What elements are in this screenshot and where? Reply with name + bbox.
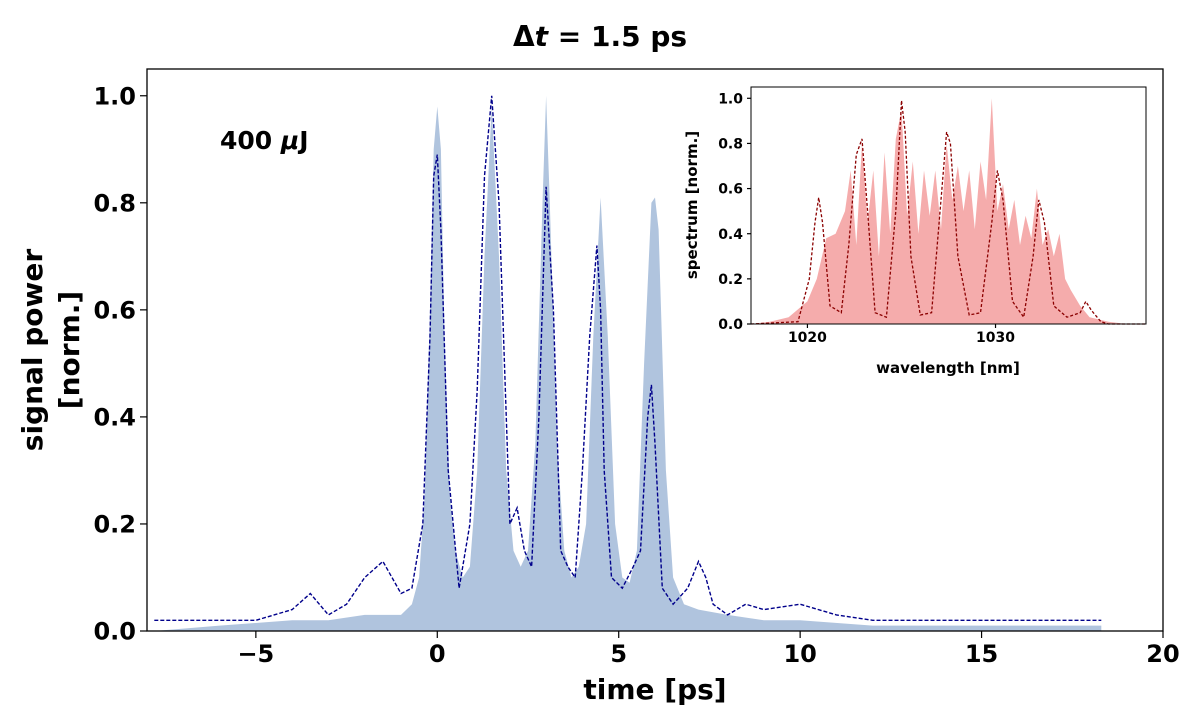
inset-filled-series [751, 98, 1146, 324]
main-y-tick-label: 0.4 [93, 404, 136, 432]
inset-y-tick-label: 0.4 [718, 227, 743, 243]
main-y-tick-label: 0.8 [93, 189, 136, 217]
inset-y-tick-label: 0.8 [718, 136, 743, 152]
main-x-tick-label: 20 [1146, 640, 1179, 668]
main-y-label-line1: signal power [16, 249, 49, 452]
main-y-tick-label: 1.0 [93, 82, 136, 110]
inset-y-tick-label: 1.0 [718, 91, 743, 107]
main-y-tick-label: 0.0 [93, 618, 136, 646]
main-series-1-line [154, 95, 1102, 621]
inset-y-ticks: 0.0 0.2 0.4 0.6 0.8 1.0 [718, 91, 751, 333]
inset-x-tick-label: 1030 [976, 330, 1015, 346]
main-x-label: time [ps] [583, 673, 726, 706]
inset-y-tick-label: 0.0 [718, 317, 743, 333]
inset-x-label: wavelength [nm] [876, 359, 1020, 377]
main-x-tick-label: 5 [610, 640, 627, 668]
main-y-tick-label: 0.6 [93, 296, 136, 324]
main-y-label-line2: [norm.] [53, 291, 86, 409]
main-x-ticks: −5 0 5 10 15 20 [237, 631, 1180, 668]
inset-x-ticks: 1020 1030 [788, 324, 1015, 346]
main-dashed-series [154, 95, 1102, 621]
main-x-tick-label: 0 [429, 640, 446, 668]
chart-title: Δt = 1.5 ps [513, 20, 687, 53]
main-x-tick-label: 15 [965, 640, 998, 668]
main-y-ticks: 0.0 0.2 0.4 0.6 0.8 1.0 [93, 82, 147, 646]
inset-axes-frame [750, 86, 1147, 325]
inset-x-tick-label: 1020 [788, 330, 827, 346]
annotation-value: 400 [220, 126, 281, 155]
title-delta: Δ [513, 20, 535, 53]
main-x-tick-label: −5 [237, 640, 274, 668]
annotation-mu: μ [280, 126, 299, 155]
inset-series-1-line [750, 100, 1146, 325]
inset-y-tick-label: 0.2 [718, 272, 743, 288]
main-x-tick-label: 10 [783, 640, 816, 668]
inset-y-label: spectrum [norm.] [683, 131, 701, 279]
main-y-tick-label: 0.2 [93, 511, 136, 539]
energy-annotation: 400 μJ [220, 126, 309, 155]
title-rest: = 1.5 ps [548, 20, 687, 53]
annotation-unit: J [297, 126, 308, 155]
inset-y-tick-label: 0.6 [718, 182, 743, 198]
inset-dashed-series [750, 100, 1146, 325]
inset-series-0-area [751, 98, 1146, 324]
main-axes-frame [146, 68, 1164, 632]
title-t: t [535, 20, 550, 53]
